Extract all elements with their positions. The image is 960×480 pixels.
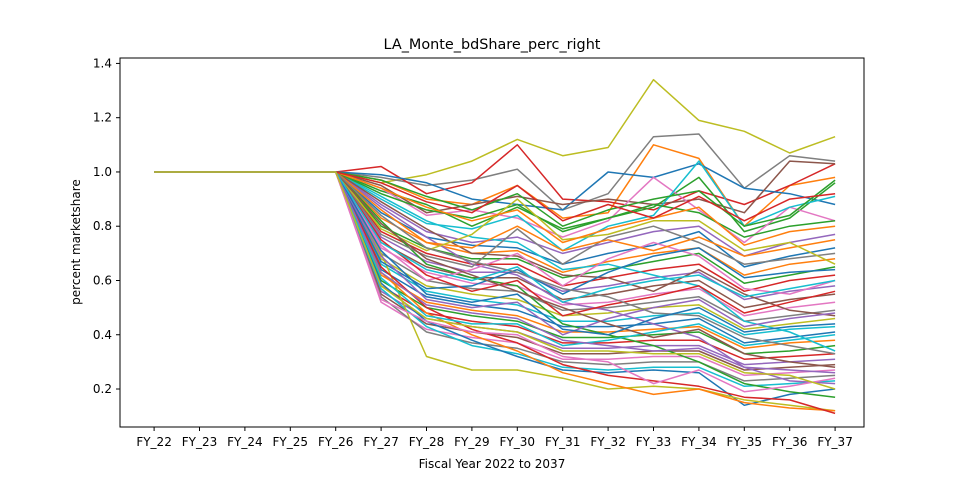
x-tick-label: FY_24 bbox=[227, 435, 263, 449]
y-tick-label: 0.2 bbox=[93, 382, 112, 396]
x-tick-label: FY_23 bbox=[182, 435, 218, 449]
x-tick-label: FY_33 bbox=[636, 435, 672, 449]
x-tick-label: FY_36 bbox=[772, 435, 808, 449]
x-tick-label: FY_34 bbox=[681, 435, 717, 449]
x-tick-label: FY_25 bbox=[273, 435, 309, 449]
y-tick-label: 1.0 bbox=[93, 165, 112, 179]
x-tick-label: FY_29 bbox=[454, 435, 490, 449]
plot-frame bbox=[119, 57, 865, 428]
y-tick-label: 1.4 bbox=[93, 56, 112, 70]
x-tick-label: FY_32 bbox=[590, 435, 626, 449]
x-tick-label: FY_30 bbox=[500, 435, 536, 449]
chart-title: LA_Monte_bdShare_perc_right bbox=[384, 37, 601, 53]
x-tick-label: FY_31 bbox=[545, 435, 581, 449]
y-tick-label: 1.2 bbox=[93, 111, 112, 125]
series-layer bbox=[154, 78, 836, 415]
x-tick-label: FY_26 bbox=[318, 435, 354, 449]
series-line-55 bbox=[154, 171, 836, 390]
x-tick-label: FY_22 bbox=[136, 435, 172, 449]
x-tick-label: FY_28 bbox=[409, 435, 445, 449]
x-tick-label: FY_27 bbox=[363, 435, 399, 449]
y-axis: 0.2 0.4 0.6 0.8 1.0 1.2 1.4 bbox=[93, 56, 120, 396]
x-axis: FY_22 FY_23 FY_24 FY_25 FY_26 FY_27 FY_28 FY_29… bbox=[136, 427, 853, 449]
y-tick-label: 0.6 bbox=[93, 273, 112, 287]
y-tick-label: 0.4 bbox=[93, 328, 112, 342]
y-axis-label: percent marketshare bbox=[69, 179, 83, 305]
x-tick-label: FY_35 bbox=[727, 435, 763, 449]
x-axis-label: Fiscal Year 2022 to 2037 bbox=[419, 457, 566, 471]
x-tick-label: FY_37 bbox=[817, 435, 853, 449]
y-tick-label: 0.8 bbox=[93, 219, 112, 233]
